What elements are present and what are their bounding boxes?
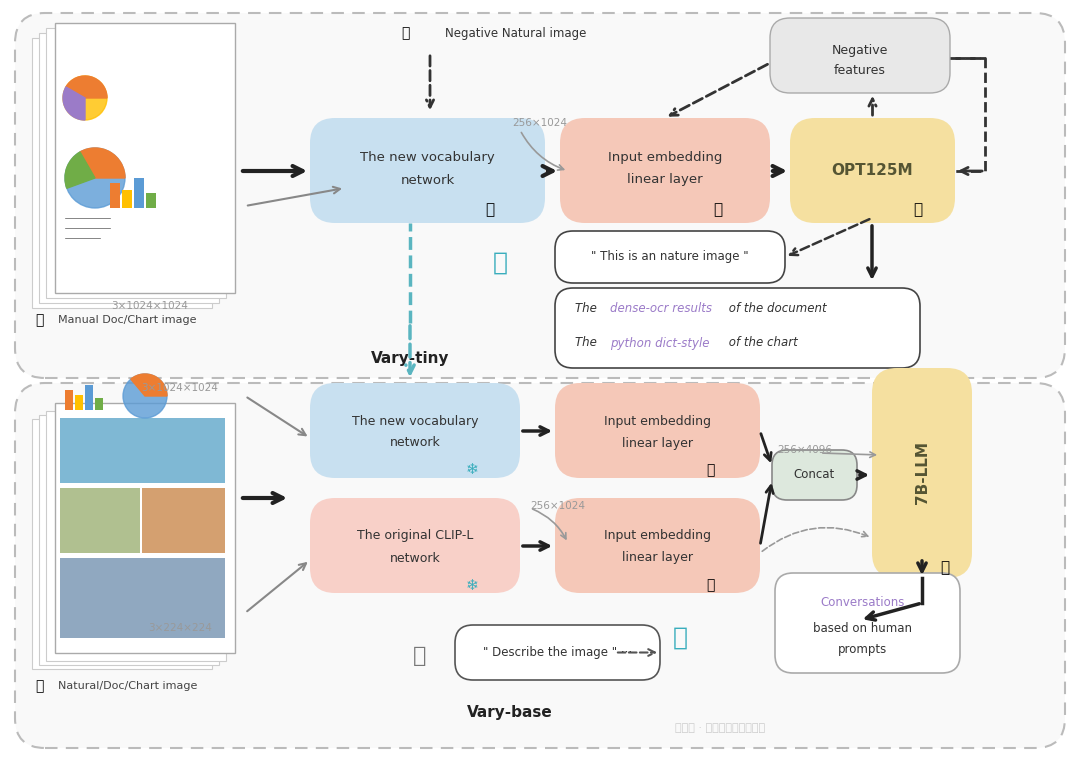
Text: 🔥: 🔥 [485, 203, 495, 217]
Wedge shape [65, 152, 95, 188]
Wedge shape [80, 148, 125, 178]
FancyBboxPatch shape [110, 183, 120, 208]
FancyBboxPatch shape [455, 625, 660, 680]
Text: The: The [575, 336, 600, 349]
Text: " Describe the image " ···: " Describe the image " ··· [483, 646, 632, 659]
Text: features: features [834, 64, 886, 77]
Text: Input embedding: Input embedding [608, 151, 723, 164]
Text: linear layer: linear layer [622, 551, 693, 564]
Text: Concat: Concat [794, 468, 835, 482]
FancyBboxPatch shape [55, 23, 235, 293]
Text: 🖼: 🖼 [35, 313, 43, 327]
FancyBboxPatch shape [46, 411, 226, 661]
Text: 3×1024×1024: 3×1024×1024 [111, 301, 188, 311]
FancyBboxPatch shape [555, 383, 760, 478]
FancyBboxPatch shape [15, 13, 1065, 378]
FancyBboxPatch shape [555, 231, 785, 283]
Text: " This is an nature image ": " This is an nature image " [591, 250, 748, 263]
FancyBboxPatch shape [39, 33, 219, 303]
FancyBboxPatch shape [15, 383, 1065, 748]
Text: of the chart: of the chart [725, 336, 798, 349]
Text: Natural/Doc/Chart image: Natural/Doc/Chart image [58, 681, 198, 691]
FancyBboxPatch shape [310, 383, 519, 478]
Text: network: network [401, 174, 455, 187]
FancyBboxPatch shape [770, 18, 950, 93]
Wedge shape [131, 374, 167, 396]
FancyBboxPatch shape [310, 118, 545, 223]
FancyBboxPatch shape [46, 28, 226, 298]
FancyBboxPatch shape [60, 558, 225, 638]
Text: 7B-LLM: 7B-LLM [915, 442, 930, 505]
FancyBboxPatch shape [555, 498, 760, 593]
Text: 🖼: 🖼 [35, 679, 43, 693]
Text: linear layer: linear layer [622, 436, 693, 449]
Wedge shape [63, 87, 85, 120]
FancyBboxPatch shape [555, 288, 920, 368]
Text: 🔥: 🔥 [914, 203, 922, 217]
Text: ❄: ❄ [465, 578, 478, 594]
FancyBboxPatch shape [32, 38, 212, 308]
Circle shape [63, 76, 107, 120]
Text: 256×1024: 256×1024 [530, 501, 585, 511]
Text: The original CLIP-L: The original CLIP-L [356, 528, 473, 541]
Text: python dict-style: python dict-style [610, 336, 710, 349]
FancyBboxPatch shape [772, 450, 858, 500]
Text: Negative: Negative [832, 44, 888, 57]
Text: of the document: of the document [725, 302, 826, 315]
FancyBboxPatch shape [32, 419, 212, 669]
FancyBboxPatch shape [95, 398, 103, 410]
FancyBboxPatch shape [872, 368, 972, 578]
FancyBboxPatch shape [146, 193, 156, 208]
Text: Manual Doc/Chart image: Manual Doc/Chart image [58, 315, 197, 325]
Text: 👤: 👤 [414, 646, 427, 666]
Text: based on human: based on human [813, 621, 912, 634]
FancyBboxPatch shape [310, 498, 519, 593]
Text: Vary-tiny: Vary-tiny [370, 350, 449, 366]
Text: Vary-base: Vary-base [468, 706, 553, 720]
Text: network: network [390, 551, 441, 564]
Circle shape [123, 374, 167, 418]
Text: Negative Natural image: Negative Natural image [445, 27, 586, 39]
Text: network: network [390, 436, 441, 449]
Text: Input embedding: Input embedding [604, 528, 711, 541]
Text: 256×4096: 256×4096 [778, 445, 833, 455]
Text: Input embedding: Input embedding [604, 415, 711, 428]
FancyBboxPatch shape [60, 418, 225, 483]
Text: linear layer: linear layer [627, 174, 703, 187]
FancyBboxPatch shape [775, 573, 960, 673]
FancyBboxPatch shape [65, 390, 73, 410]
FancyBboxPatch shape [55, 403, 235, 653]
FancyBboxPatch shape [85, 385, 93, 410]
Text: The new vocabulary: The new vocabulary [360, 151, 495, 164]
Text: The new vocabulary: The new vocabulary [352, 415, 478, 428]
Text: The: The [575, 302, 600, 315]
FancyBboxPatch shape [561, 118, 770, 223]
Text: 🤖: 🤖 [492, 251, 508, 275]
Text: OPT125M: OPT125M [832, 163, 914, 178]
Wedge shape [66, 76, 107, 98]
FancyBboxPatch shape [134, 178, 144, 208]
Text: ❄: ❄ [465, 462, 478, 478]
Circle shape [65, 148, 125, 208]
FancyBboxPatch shape [141, 488, 225, 553]
Text: 256×1024: 256×1024 [513, 118, 567, 128]
Text: 🖼: 🖼 [401, 26, 409, 40]
Text: 🤖: 🤖 [673, 626, 688, 650]
Text: prompts: prompts [838, 644, 887, 657]
Text: 🔥: 🔥 [706, 463, 714, 477]
Text: 🔥: 🔥 [706, 578, 714, 592]
FancyBboxPatch shape [122, 190, 132, 208]
Text: 3×224×224: 3×224×224 [148, 623, 212, 633]
Text: Conversations: Conversations [821, 597, 905, 610]
Text: 🔥: 🔥 [714, 203, 723, 217]
FancyBboxPatch shape [789, 118, 955, 223]
FancyBboxPatch shape [39, 415, 219, 665]
Text: 🔥: 🔥 [941, 561, 949, 575]
Text: dense-ocr results: dense-ocr results [610, 302, 712, 315]
Text: 3×1024×1024: 3×1024×1024 [141, 383, 218, 393]
Text: 公众号 · 大模型自然语言处理: 公众号 · 大模型自然语言处理 [675, 723, 765, 733]
FancyBboxPatch shape [75, 395, 83, 410]
FancyBboxPatch shape [60, 488, 140, 553]
